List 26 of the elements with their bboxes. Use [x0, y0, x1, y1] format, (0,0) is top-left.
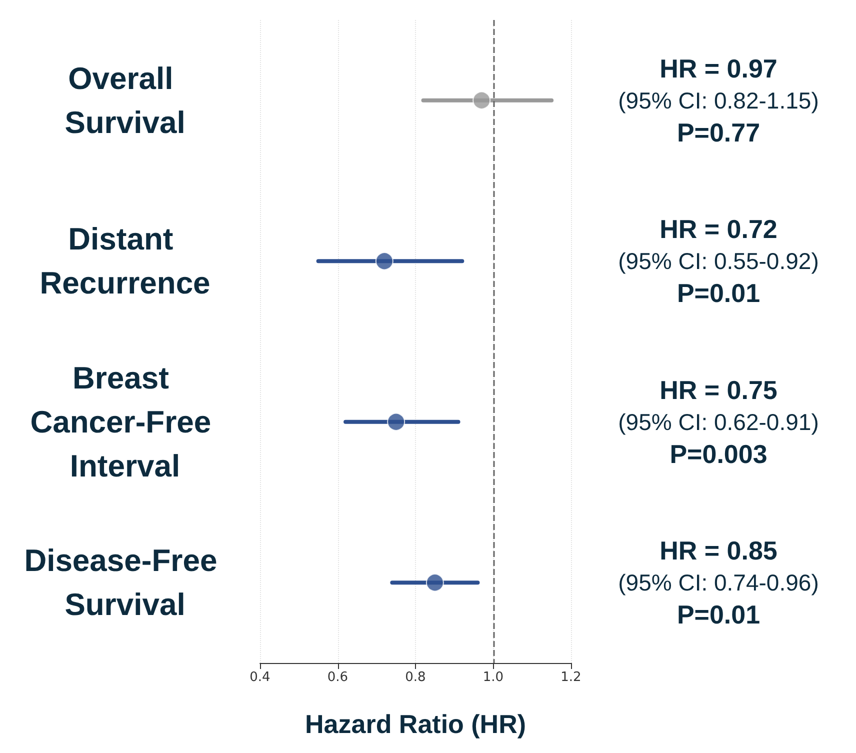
point — [426, 574, 444, 592]
text: HR = 0.72 — [660, 214, 778, 244]
text: (95% CI: 0.74-0.96) — [618, 570, 819, 596]
text: P=0.77 — [676, 117, 760, 148]
y-tick-label: Overall Survival — [64, 60, 186, 140]
text: P=0.003 — [670, 438, 768, 469]
y-tick-label: Breast Cancer-Free Interval — [30, 360, 220, 484]
text: HR = 0.75 — [660, 374, 778, 405]
y-tick-label: Disease-Free Survival — [24, 543, 226, 622]
y-tick-label: Distant Recurrence — [40, 222, 210, 301]
x-axis-title: Hazard Ratio (HR) — [304, 709, 526, 739]
x-tick-label: 0.4 — [250, 670, 270, 685]
text: (95% CI: 0.62-0.91) — [618, 408, 819, 435]
text: P=0.01 — [676, 600, 760, 630]
text: (95% CI: 0.55-0.92) — [618, 248, 819, 274]
text: HR = 0.85 — [660, 536, 778, 566]
x-tick-label: 0.6 — [327, 670, 348, 685]
x-tick-label: 0.8 — [405, 670, 426, 685]
text: HR = 0.97 — [660, 53, 778, 84]
text: (95% CI: 0.82-1.15) — [618, 87, 819, 114]
point — [375, 252, 394, 270]
x-tick-label: 1.2 — [560, 670, 582, 685]
text: P=0.01 — [676, 278, 760, 308]
point — [387, 412, 406, 431]
point — [472, 91, 491, 110]
x-tick-label: 1.0 — [482, 670, 504, 685]
